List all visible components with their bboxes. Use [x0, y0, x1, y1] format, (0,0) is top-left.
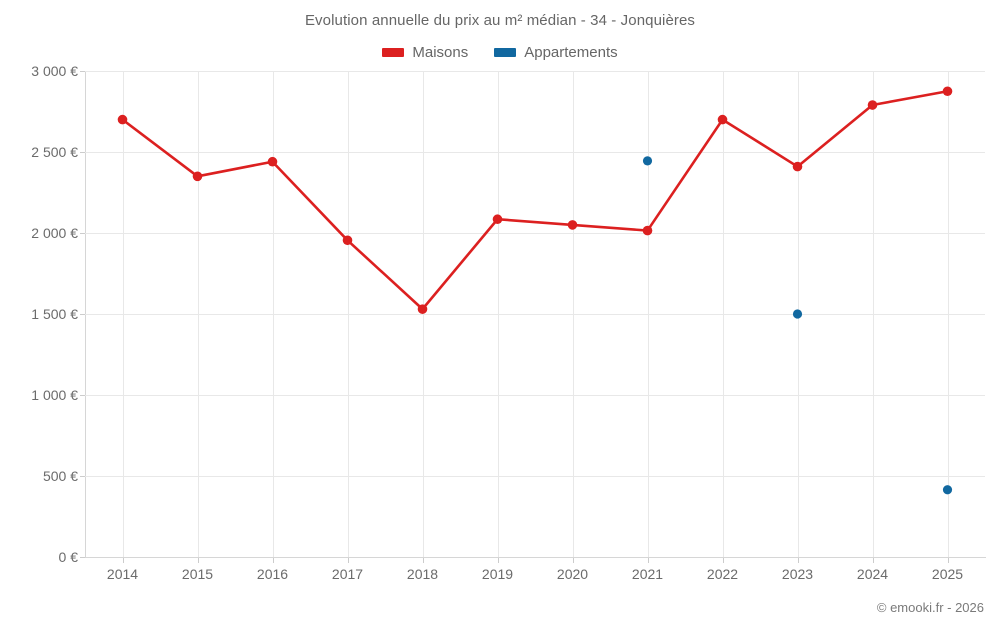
y-tick-mark	[80, 233, 85, 234]
gridline-vertical	[872, 71, 874, 557]
x-tick-label: 2014	[106, 566, 139, 582]
data-point-appartements-2023[interactable]	[792, 309, 803, 319]
x-tick-label: 2023	[781, 566, 814, 582]
y-tick-mark	[80, 71, 85, 72]
legend-swatch-appartements	[494, 48, 517, 57]
legend-item-maisons[interactable]: Maisons	[382, 44, 468, 61]
data-point-maisons-2024[interactable]	[867, 100, 878, 110]
x-tick-label: 2022	[706, 566, 739, 582]
y-tick-label: 2 500 €	[31, 144, 78, 160]
y-tick-label: 500 €	[42, 468, 78, 484]
legend-label-appartements: Appartements	[524, 44, 618, 61]
series-layer	[117, 86, 953, 495]
gridline-vertical	[947, 71, 949, 557]
chart-title: Evolution annuelle du prix au m² médian …	[304, 12, 696, 29]
gridline-vertical	[497, 71, 499, 557]
x-tick-mark	[122, 558, 124, 563]
y-tick-mark	[80, 395, 85, 396]
series-line-maisons	[121, 89, 949, 311]
plot-area	[85, 71, 985, 557]
gridline-horizontal	[85, 395, 985, 396]
gridline-vertical	[272, 71, 274, 557]
y-tick-label: 3 000 €	[31, 63, 78, 79]
y-tick-mark	[80, 314, 85, 315]
x-tick-label: 2017	[331, 566, 364, 582]
y-tick-label: 2 000 €	[31, 225, 78, 241]
gridline-horizontal	[85, 476, 985, 477]
gridline-horizontal	[85, 71, 985, 72]
gridline-vertical	[422, 71, 424, 557]
x-tick-mark	[497, 558, 499, 563]
gridline-vertical	[197, 71, 199, 557]
gridline-vertical	[722, 71, 724, 557]
x-tick-label: 2018	[406, 566, 439, 582]
x-tick-mark	[197, 558, 199, 563]
x-tick-mark	[272, 558, 274, 563]
y-tick-mark	[80, 152, 85, 153]
data-point-maisons-2019[interactable]	[492, 214, 503, 225]
x-tick-label: 2019	[481, 566, 514, 582]
y-tick-label: 1 000 €	[31, 387, 78, 403]
y-tick-mark	[80, 557, 85, 558]
data-point-appartements-2025[interactable]	[942, 485, 953, 495]
gridline-horizontal	[85, 152, 985, 153]
y-tick-mark	[80, 476, 85, 477]
data-point-maisons-2021[interactable]	[642, 225, 653, 236]
gridline-vertical	[122, 71, 124, 557]
x-tick-mark	[647, 558, 649, 563]
x-tick-mark	[872, 558, 874, 563]
x-tick-label: 2015	[181, 566, 214, 582]
data-point-maisons-2025[interactable]	[942, 86, 953, 97]
legend-item-appartements[interactable]: Appartements	[494, 44, 618, 61]
x-tick-mark	[572, 558, 574, 563]
legend-label-maisons: Maisons	[412, 44, 469, 61]
x-tick-label: 2024	[856, 566, 889, 582]
data-point-maisons-2016[interactable]	[267, 156, 278, 167]
x-tick-mark	[422, 558, 424, 563]
x-tick-label: 2020	[556, 566, 589, 582]
data-point-maisons-2014[interactable]	[117, 114, 128, 125]
legend-swatch-maisons	[382, 48, 405, 57]
x-tick-mark	[722, 558, 724, 563]
x-tick-mark	[347, 558, 349, 563]
data-point-maisons-2022[interactable]	[717, 114, 728, 125]
gridline-vertical	[347, 71, 349, 557]
y-axis-labels: 0 € 500 € 1 000 € 1 500 € 2 000 € 2 500 € 3 00…	[0, 0, 78, 625]
gridline-vertical	[647, 71, 649, 557]
data-point-maisons-2023[interactable]	[792, 161, 803, 172]
data-point-maisons-2015[interactable]	[192, 171, 203, 182]
y-tick-label: 1 500 €	[31, 306, 78, 322]
data-point-appartements-2021[interactable]	[642, 156, 653, 166]
x-tick-mark	[797, 558, 799, 563]
data-point-maisons-2018[interactable]	[417, 304, 428, 314]
gridline-horizontal	[85, 233, 985, 234]
data-point-maisons-2017[interactable]	[342, 235, 353, 246]
chart-legend: Maisons Appartements	[0, 44, 1000, 61]
gridline-horizontal	[85, 314, 985, 315]
x-tick-label: 2025	[931, 566, 964, 582]
gridline-vertical	[572, 71, 574, 557]
x-tick-mark	[947, 558, 949, 563]
x-axis-line	[85, 557, 986, 558]
footer-credit: © emooki.fr - 2026	[876, 600, 984, 615]
y-tick-label: 0 €	[58, 549, 78, 565]
x-tick-label: 2021	[631, 566, 664, 582]
data-point-maisons-2020[interactable]	[567, 220, 578, 230]
x-tick-label: 2016	[256, 566, 289, 582]
